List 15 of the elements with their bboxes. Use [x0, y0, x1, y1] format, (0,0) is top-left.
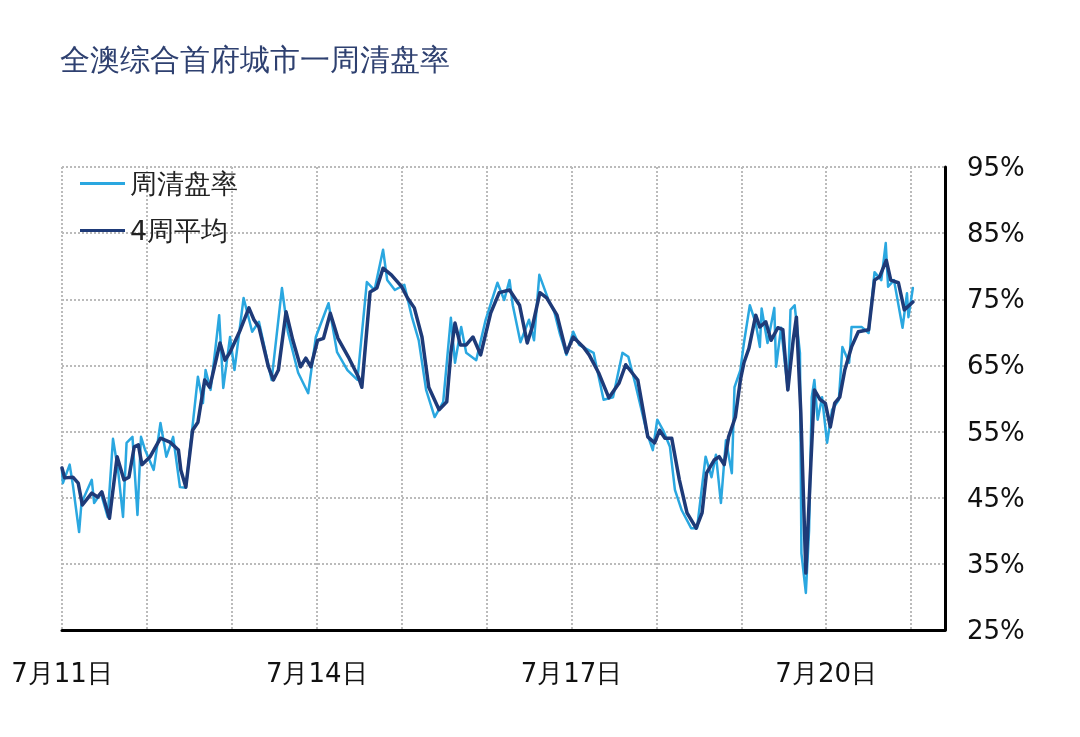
- y-tick-label: 55%: [967, 416, 1025, 447]
- y-tick-label: 65%: [967, 350, 1025, 381]
- x-tick-label: 7月17日: [520, 658, 623, 688]
- y-tick-label: 85%: [967, 218, 1025, 249]
- y-tick-label: 35%: [967, 548, 1025, 579]
- legend-label: 周清盘率: [130, 168, 238, 199]
- y-tick-label: 95%: [967, 152, 1025, 182]
- x-tick-label: 7月11日: [11, 658, 113, 688]
- x-tick-label: 7月14日: [265, 658, 368, 688]
- chart-title: 全澳综合首府城市一周清盘率: [60, 41, 450, 79]
- y-tick-label: 45%: [967, 482, 1025, 513]
- y-tick-label: 75%: [967, 284, 1025, 315]
- x-tick-label: 7月20日: [775, 658, 878, 688]
- y-tick-label: 25%: [967, 615, 1025, 645]
- legend-label: 4周平均: [130, 215, 229, 246]
